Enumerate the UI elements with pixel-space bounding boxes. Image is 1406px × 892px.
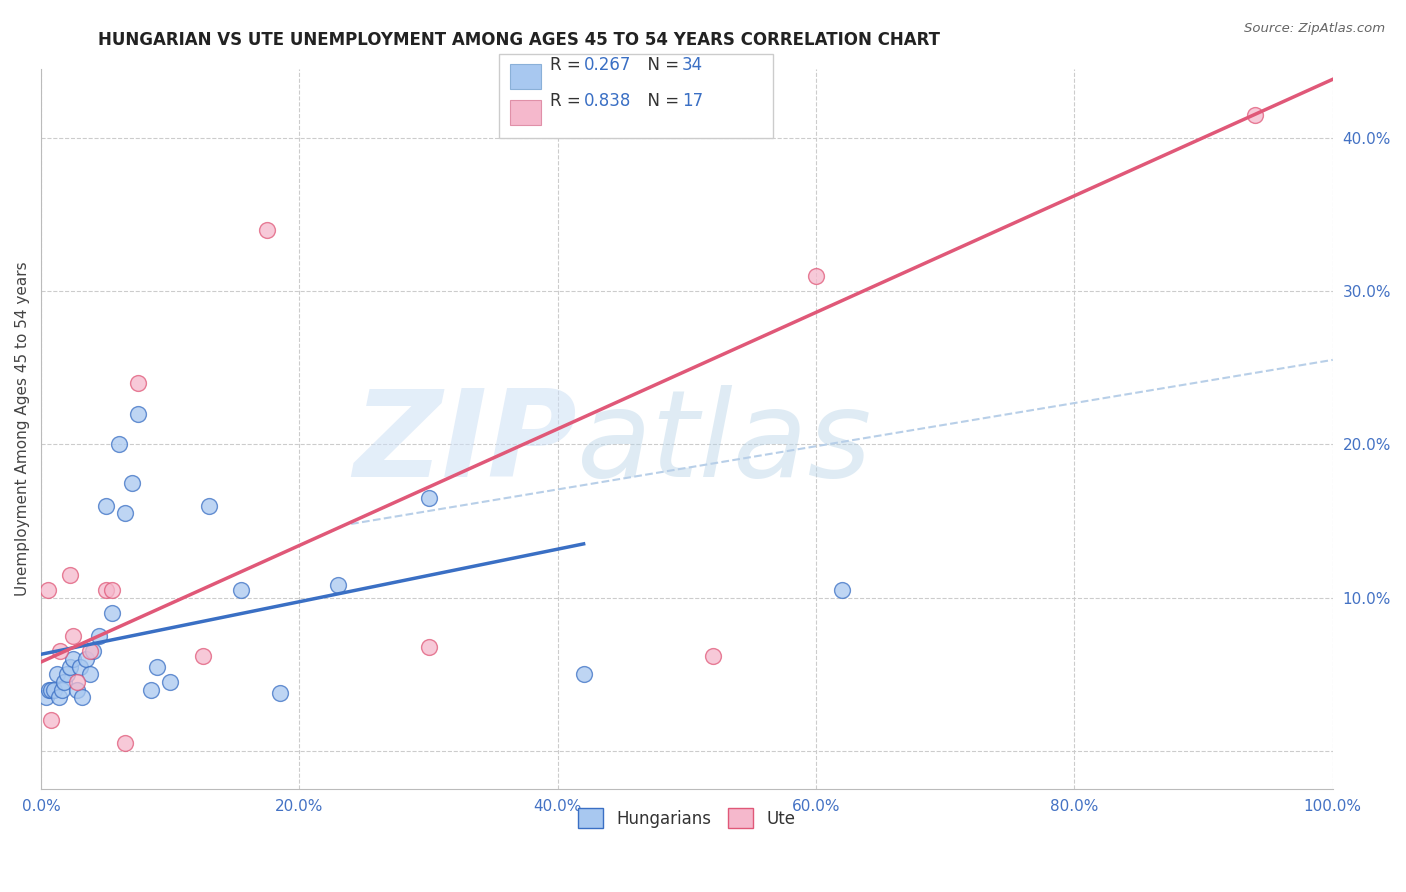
- Point: [66, 674, 89, 689]
- Point: [62, 652, 84, 666]
- Point: [418, 640, 440, 654]
- Point: [51, 682, 73, 697]
- Point: [69, 659, 91, 673]
- Point: [418, 491, 440, 505]
- Point: [58, 567, 80, 582]
- Point: [127, 407, 149, 421]
- Text: N =: N =: [637, 92, 685, 110]
- Point: [53, 674, 76, 689]
- Point: [328, 578, 350, 592]
- Point: [702, 648, 724, 663]
- Point: [82, 644, 104, 658]
- Legend: Hungarians, Ute: Hungarians, Ute: [572, 801, 803, 835]
- Point: [66, 682, 89, 697]
- Point: [114, 506, 136, 520]
- Point: [45, 667, 67, 681]
- Point: [572, 667, 595, 681]
- Text: R =: R =: [550, 56, 586, 74]
- Text: atlas: atlas: [576, 384, 873, 502]
- Point: [38, 682, 60, 697]
- Point: [79, 644, 101, 658]
- Point: [101, 606, 124, 620]
- Point: [159, 674, 181, 689]
- Point: [75, 652, 97, 666]
- Text: 17: 17: [682, 92, 703, 110]
- Point: [48, 690, 70, 705]
- Point: [89, 629, 111, 643]
- Point: [37, 582, 59, 597]
- Point: [114, 736, 136, 750]
- Text: 0.838: 0.838: [583, 92, 631, 110]
- Point: [804, 268, 827, 283]
- Point: [49, 644, 72, 658]
- Point: [35, 690, 58, 705]
- Point: [831, 582, 853, 597]
- Point: [107, 437, 129, 451]
- Point: [256, 222, 278, 236]
- Text: HUNGARIAN VS UTE UNEMPLOYMENT AMONG AGES 45 TO 54 YEARS CORRELATION CHART: HUNGARIAN VS UTE UNEMPLOYMENT AMONG AGES…: [98, 31, 941, 49]
- Text: N =: N =: [637, 56, 685, 74]
- Point: [231, 582, 253, 597]
- Point: [41, 713, 63, 727]
- Text: R =: R =: [550, 92, 586, 110]
- Point: [94, 499, 117, 513]
- Point: [191, 648, 214, 663]
- Text: ZIP: ZIP: [353, 384, 576, 502]
- Point: [42, 682, 65, 697]
- Text: 0.267: 0.267: [583, 56, 631, 74]
- Point: [127, 376, 149, 390]
- Y-axis label: Unemployment Among Ages 45 to 54 years: Unemployment Among Ages 45 to 54 years: [15, 261, 30, 596]
- Point: [58, 659, 80, 673]
- Text: 34: 34: [682, 56, 703, 74]
- Point: [139, 682, 162, 697]
- Point: [72, 690, 94, 705]
- Point: [101, 582, 124, 597]
- Point: [198, 499, 221, 513]
- Point: [62, 629, 84, 643]
- Point: [41, 682, 63, 697]
- Point: [146, 659, 169, 673]
- Point: [121, 475, 143, 490]
- Point: [1244, 107, 1267, 121]
- Point: [56, 667, 79, 681]
- Point: [79, 667, 101, 681]
- Text: Source: ZipAtlas.com: Source: ZipAtlas.com: [1244, 22, 1385, 36]
- Point: [269, 685, 291, 699]
- Point: [94, 582, 117, 597]
